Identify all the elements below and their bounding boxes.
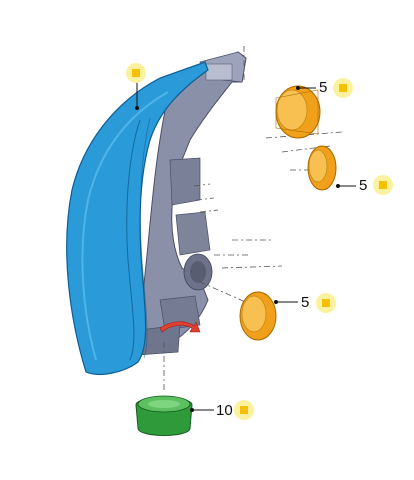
bulb-cover [135, 395, 193, 436]
callout-cap-middle-number: 5 [359, 177, 368, 194]
rotate-arrow-icon [159, 321, 201, 333]
info-marker-icon[interactable] [373, 175, 393, 195]
info-marker-icon[interactable] [234, 400, 254, 420]
cap-lower [239, 291, 277, 341]
cap-top [275, 85, 321, 139]
headlamp-lens [66, 61, 209, 375]
info-marker-icon[interactable] [126, 63, 146, 83]
info-marker-icon[interactable] [333, 78, 353, 98]
headlamp-housing-body [137, 51, 247, 356]
cap-middle [307, 145, 337, 191]
leader-lines [136, 82, 356, 411]
callout-cap-top-number: 5 [319, 79, 328, 96]
callout-bulb-cover-number: 10 [216, 402, 233, 419]
info-marker-icon[interactable] [316, 293, 336, 313]
callout-cap-lower-number: 5 [301, 294, 310, 311]
